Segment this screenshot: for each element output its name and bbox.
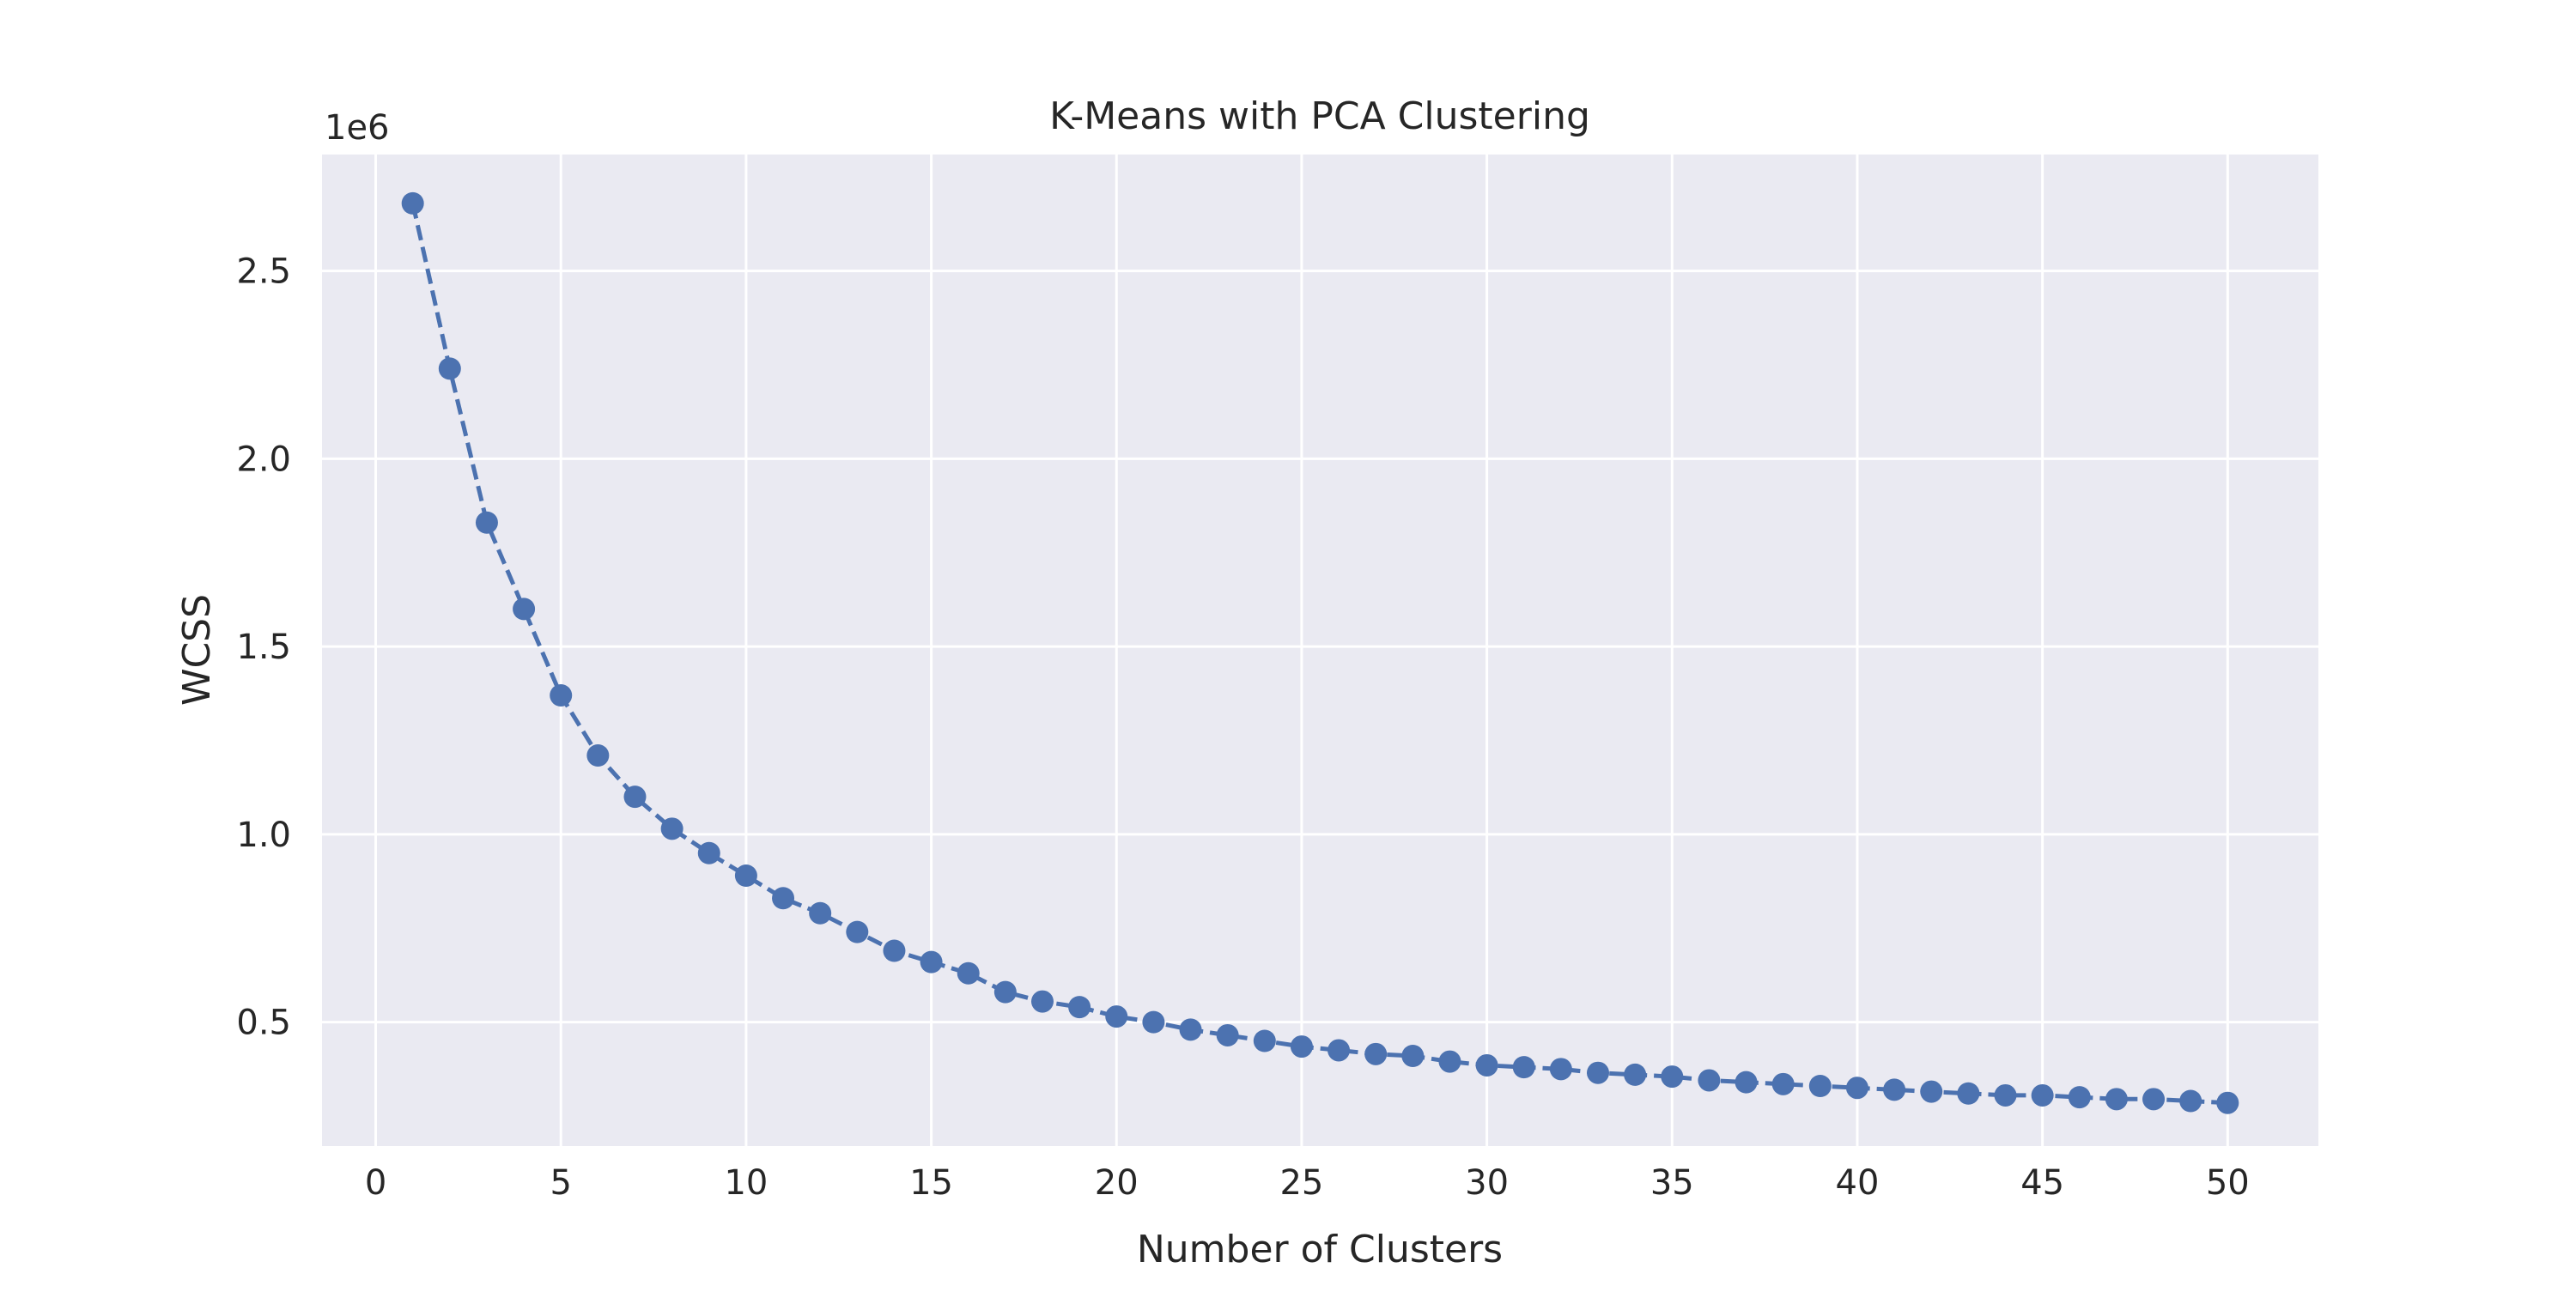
data-point xyxy=(660,817,683,840)
x-tick-label: 0 xyxy=(365,1163,386,1203)
x-tick-labels: 0 5 10 15 20 25 30 35 40 45 50 xyxy=(365,1163,2250,1203)
plot-background xyxy=(322,155,2318,1146)
y-offset-label: 1e6 xyxy=(325,108,390,148)
data-point xyxy=(1068,996,1091,1019)
x-tick-label: 25 xyxy=(1279,1163,1323,1203)
data-point xyxy=(2179,1089,2202,1113)
data-point xyxy=(1142,1010,1165,1034)
y-tick-labels: 0.5 1.0 1.5 2.0 2.5 xyxy=(236,252,291,1043)
data-point xyxy=(586,744,610,767)
series-layer xyxy=(401,191,2239,1114)
data-point xyxy=(734,864,757,887)
data-point xyxy=(2142,1088,2166,1111)
data-point xyxy=(2216,1091,2239,1114)
data-point xyxy=(1438,1050,1461,1073)
data-point xyxy=(772,887,795,910)
x-tick-label: 20 xyxy=(1095,1163,1139,1203)
data-point xyxy=(1661,1065,1684,1089)
data-point xyxy=(993,980,1017,1004)
y-tick-label: 0.5 xyxy=(236,1004,291,1043)
data-point xyxy=(1587,1061,1610,1084)
data-point xyxy=(1624,1063,1647,1086)
data-point xyxy=(550,684,573,707)
data-point xyxy=(2105,1088,2128,1111)
data-point xyxy=(883,939,906,962)
x-tick-label: 5 xyxy=(550,1163,571,1203)
x-tick-label: 40 xyxy=(1836,1163,1880,1203)
data-point xyxy=(1698,1069,1721,1092)
data-point xyxy=(1512,1056,1535,1079)
x-tick-label: 50 xyxy=(2206,1163,2250,1203)
y-tick-label: 1.5 xyxy=(236,628,291,667)
data-point xyxy=(1920,1080,1943,1103)
y-gridlines xyxy=(322,270,2318,1024)
data-point xyxy=(920,950,943,974)
data-point xyxy=(1771,1072,1795,1095)
data-point xyxy=(438,357,461,380)
data-point xyxy=(1549,1058,1572,1081)
data-point xyxy=(1475,1053,1498,1077)
data-point xyxy=(1401,1045,1425,1067)
x-tick-label: 45 xyxy=(2020,1163,2064,1203)
data-point xyxy=(846,920,869,943)
data-point xyxy=(1253,1029,1276,1052)
data-point xyxy=(475,511,498,534)
x-tick-label: 35 xyxy=(1650,1163,1694,1203)
y-tick-label: 1.0 xyxy=(236,816,291,855)
data-point xyxy=(2068,1086,2091,1109)
data-point xyxy=(1957,1082,1980,1105)
data-point xyxy=(1735,1071,1758,1094)
x-tick-label: 10 xyxy=(724,1163,768,1203)
data-point xyxy=(1216,1023,1239,1046)
x-gridlines xyxy=(374,155,2229,1146)
data-point xyxy=(1883,1078,1906,1101)
data-point xyxy=(1179,1018,1202,1041)
data-point xyxy=(2031,1083,2054,1107)
data-point xyxy=(623,786,647,809)
x-tick-label: 30 xyxy=(1465,1163,1509,1203)
y-tick-label: 2.0 xyxy=(236,440,291,479)
x-tick-label: 15 xyxy=(909,1163,953,1203)
data-point xyxy=(1994,1083,2017,1107)
y-tick-label: 2.5 xyxy=(236,252,291,292)
data-point xyxy=(1364,1042,1388,1065)
data-point xyxy=(1105,1005,1128,1028)
data-point xyxy=(957,961,980,985)
data-point xyxy=(1808,1075,1832,1097)
data-point xyxy=(1327,1039,1351,1062)
data-point xyxy=(697,841,720,864)
data-point xyxy=(1290,1035,1313,1058)
x-axis-label: Number of Clusters xyxy=(1137,1228,1503,1271)
y-axis-label: WCSS xyxy=(175,594,219,706)
data-point xyxy=(1845,1077,1868,1100)
data-point xyxy=(401,191,424,215)
data-point xyxy=(513,597,536,621)
data-point xyxy=(809,901,832,925)
data-point xyxy=(1030,990,1054,1013)
chart-title: K-Means with PCA Clustering xyxy=(1049,94,1590,138)
